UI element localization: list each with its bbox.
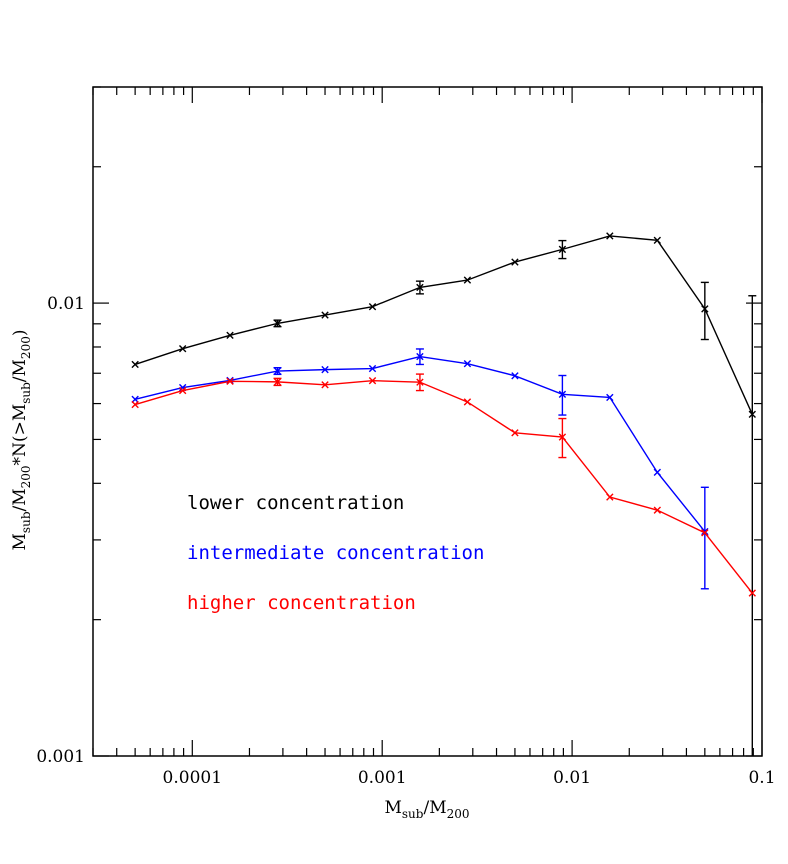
data-point xyxy=(416,283,424,292)
data-point xyxy=(701,527,709,536)
axis-tick-labels: 0.0001 0.001 0.01 0.1 0.001 0.01 xyxy=(36,294,775,788)
data-point xyxy=(178,386,187,395)
data-point xyxy=(653,468,662,477)
data-point xyxy=(558,390,567,398)
data-point xyxy=(273,367,282,375)
data-point xyxy=(131,360,139,369)
data-point xyxy=(321,311,329,319)
data-point xyxy=(226,331,234,339)
data-point xyxy=(463,276,472,284)
data-point xyxy=(606,393,614,402)
data-point xyxy=(511,372,519,380)
data-series xyxy=(131,232,757,756)
data-point xyxy=(653,506,662,514)
legend-entry: higher concentration xyxy=(187,592,416,614)
data-point xyxy=(368,302,377,311)
x-tick-label: 0.1 xyxy=(748,768,775,788)
series-2 xyxy=(131,373,756,597)
x-tick-label: 0.0001 xyxy=(163,768,222,788)
y-tick-label: 0.01 xyxy=(47,294,85,314)
axis-ticks xyxy=(92,86,763,757)
data-point xyxy=(321,365,329,374)
data-point xyxy=(701,529,709,537)
data-point xyxy=(606,493,614,501)
data-point xyxy=(558,245,567,254)
data-point xyxy=(558,433,567,441)
legend: lower concentration intermediate concentr… xyxy=(187,492,484,614)
data-point xyxy=(416,378,424,386)
legend-entry: lower concentration xyxy=(187,492,404,514)
data-point xyxy=(178,345,187,353)
series-line xyxy=(134,235,753,415)
y-tick-label: 0.001 xyxy=(36,747,85,767)
x-tick-label: 0.01 xyxy=(553,768,591,788)
data-point xyxy=(368,364,377,373)
data-point xyxy=(748,589,756,597)
plot-area-border xyxy=(92,86,763,757)
data-point xyxy=(131,400,139,409)
data-point xyxy=(368,376,377,385)
data-point xyxy=(226,377,234,385)
legend-entry: intermediate concentration xyxy=(187,542,484,564)
data-point xyxy=(511,429,519,437)
data-point xyxy=(321,381,329,389)
y-axis-label: Msub/M200*N(>Msub/M200) xyxy=(10,330,33,551)
plot-frame xyxy=(92,86,763,757)
series-line xyxy=(134,379,753,594)
data-point xyxy=(653,236,662,245)
data-point xyxy=(463,398,472,406)
data-point xyxy=(748,410,756,419)
data-point xyxy=(701,305,709,313)
series-0 xyxy=(131,232,757,756)
data-point xyxy=(606,232,614,240)
data-point xyxy=(463,359,472,368)
data-point xyxy=(511,258,519,266)
data-point xyxy=(273,378,282,386)
x-axis-label: Msub/M200 xyxy=(384,798,469,821)
x-tick-label: 0.001 xyxy=(358,768,407,788)
data-point xyxy=(273,319,282,328)
data-point xyxy=(416,352,424,361)
